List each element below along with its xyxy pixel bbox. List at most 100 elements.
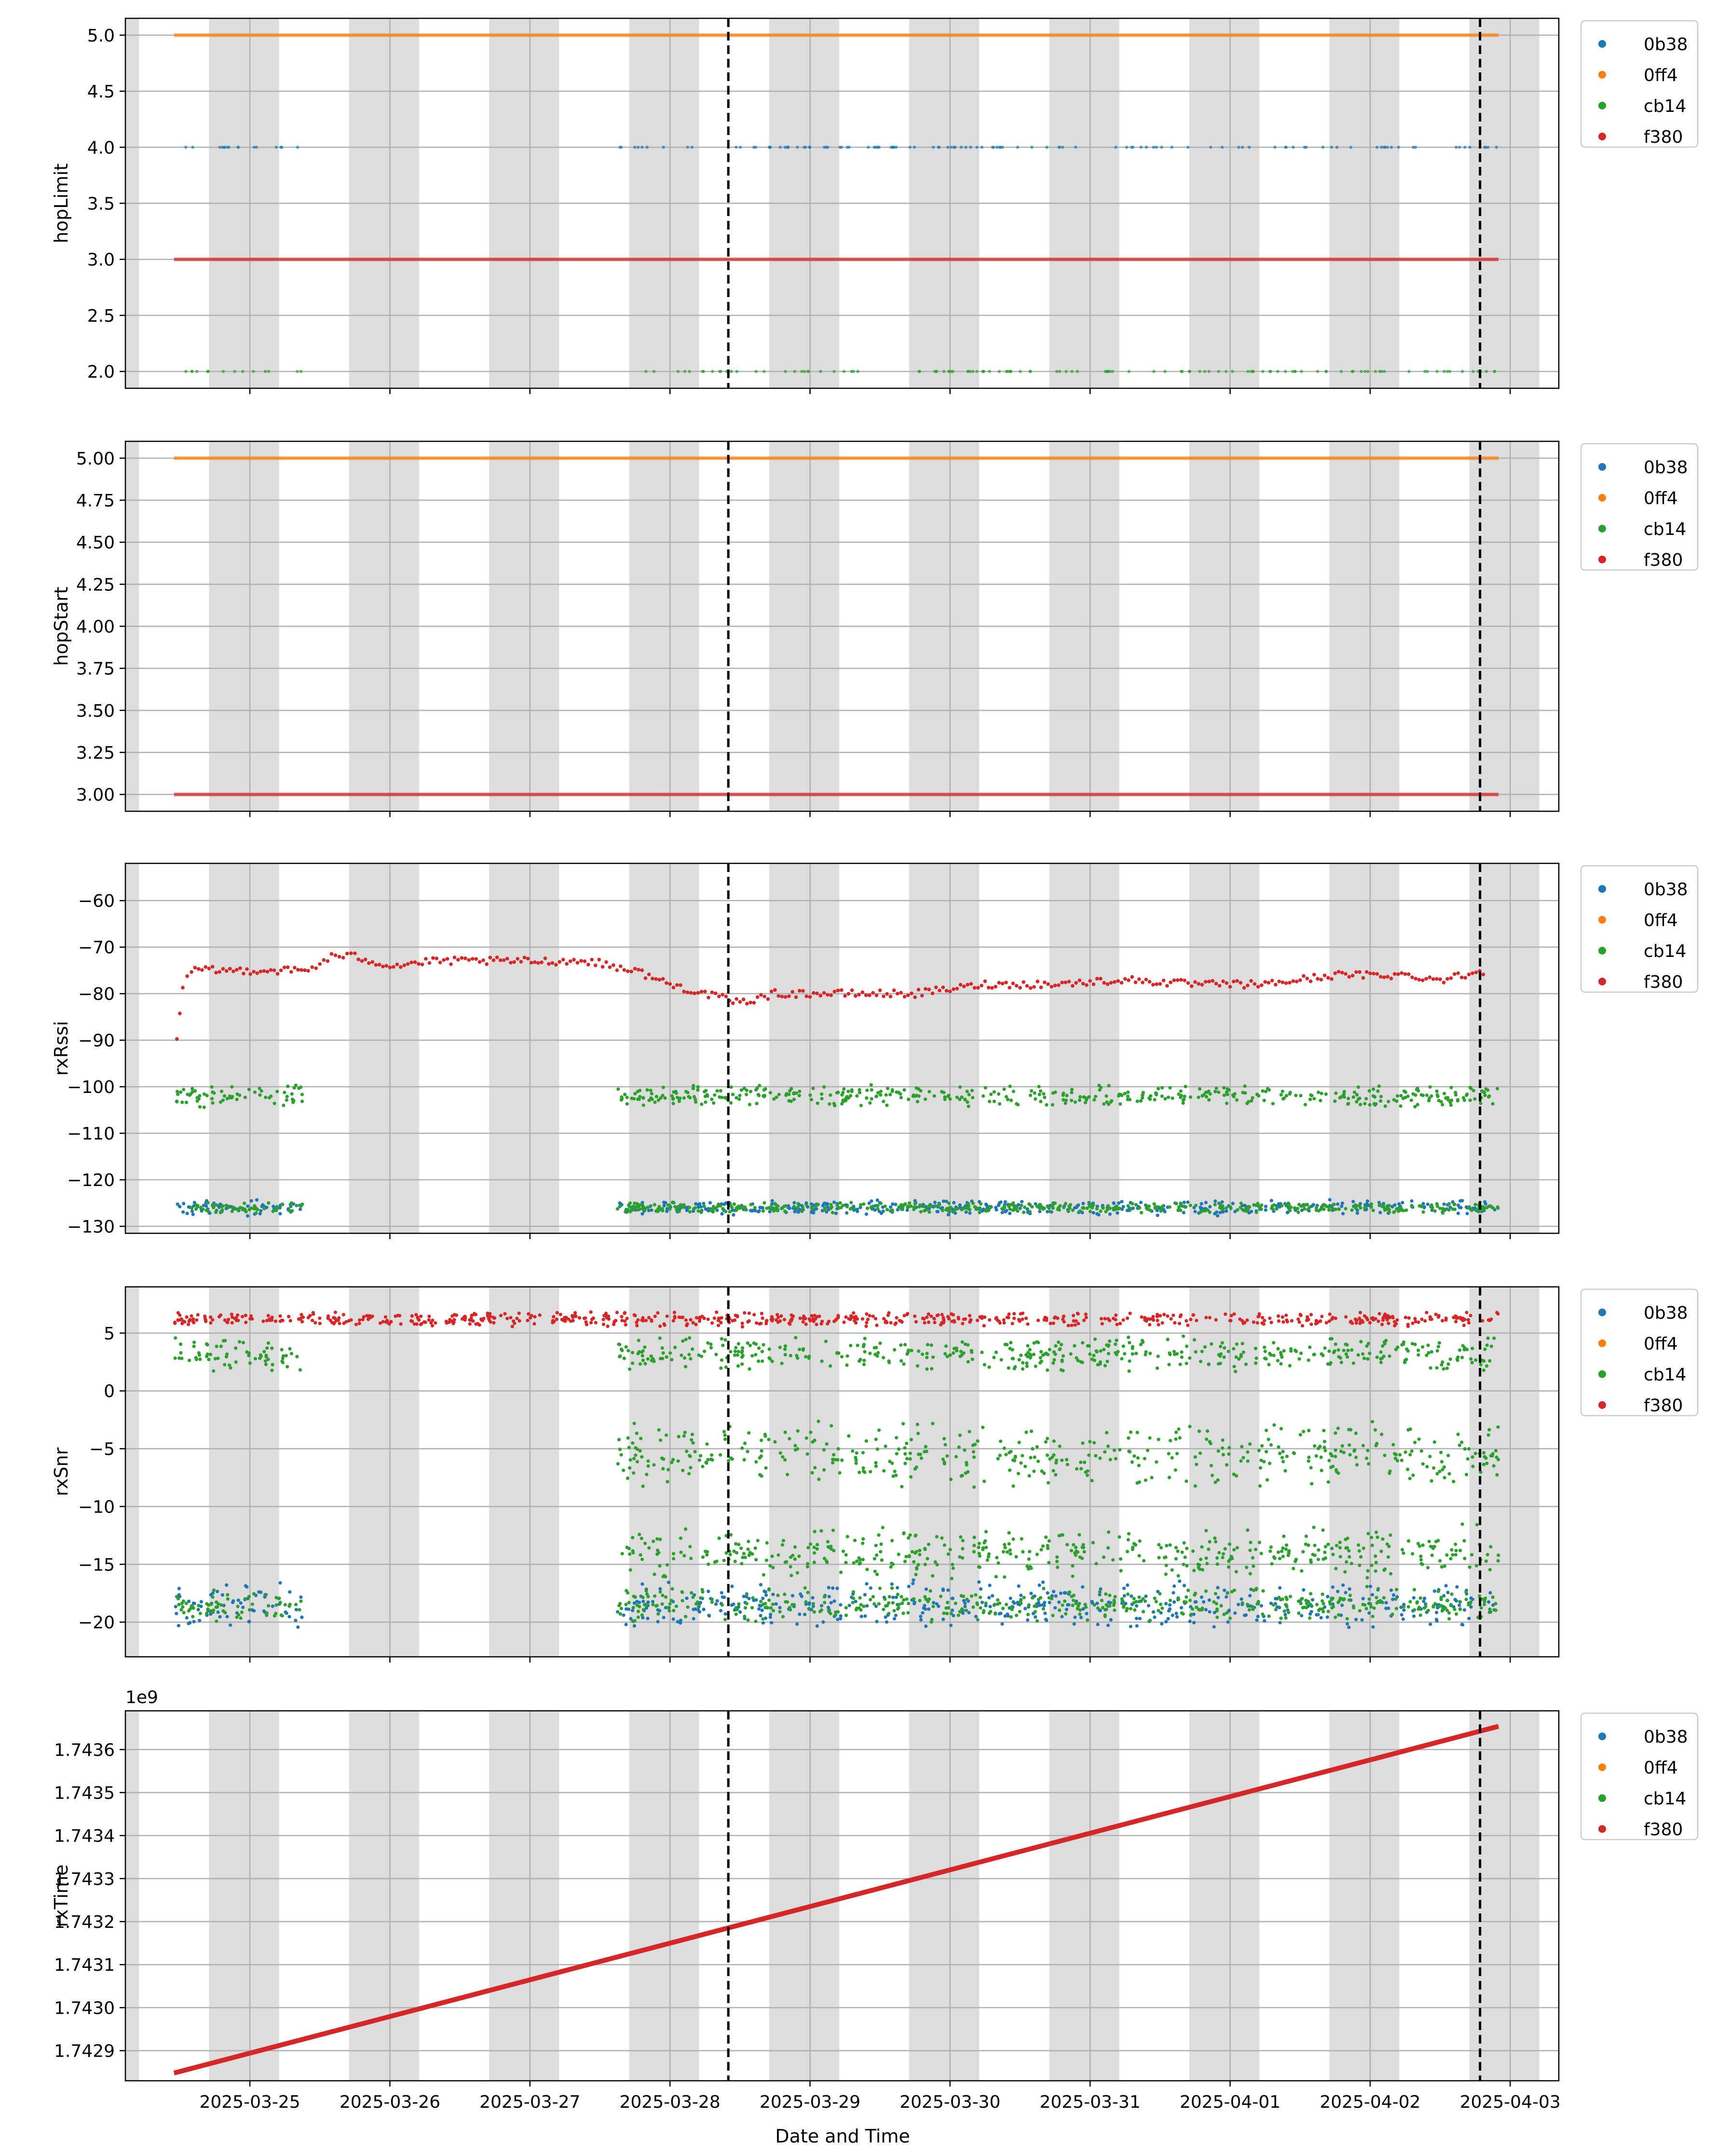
series-0b38-point — [1074, 146, 1077, 149]
series-cb14-point — [929, 1204, 933, 1208]
series-cb14-point — [1320, 1092, 1323, 1095]
series-0b38-point — [1345, 1622, 1349, 1626]
series-0b38-point — [867, 1201, 871, 1205]
series-cb14-point — [977, 1545, 981, 1549]
series-cb14-point — [859, 1104, 863, 1107]
series-cb14-point — [1276, 1359, 1280, 1363]
series-cb14-point — [1004, 1453, 1008, 1457]
series-cb14-point — [992, 1099, 996, 1104]
series-cb14-point — [971, 1450, 975, 1454]
series-cb14-point — [1442, 1465, 1446, 1469]
series-0b38-point — [1422, 1599, 1426, 1603]
series-cb14-point — [840, 1355, 844, 1359]
series-cb14-point — [879, 1090, 883, 1093]
series-f380-point — [1036, 1318, 1040, 1323]
series-cb14-point — [1336, 1207, 1341, 1211]
series-0b38-point — [1486, 146, 1490, 149]
series-f380-point — [650, 1318, 654, 1322]
series-0b38-point — [1319, 1616, 1323, 1620]
series-f380-point — [509, 961, 513, 965]
series-0b38-point — [999, 1611, 1003, 1615]
series-cb14-point — [851, 1449, 855, 1453]
series-0b38-point — [1446, 1591, 1450, 1595]
series-cb14-point — [1101, 1205, 1104, 1209]
series-cb14-point — [792, 1097, 796, 1102]
series-cb14-point — [1103, 1364, 1107, 1367]
series-cb14-point — [677, 1209, 681, 1214]
series-cb14-point — [1228, 1205, 1232, 1209]
series-0b38-point — [949, 1624, 953, 1627]
series-cb14-point — [750, 1552, 754, 1556]
series-cb14-point — [1038, 1089, 1043, 1093]
series-cb14-point — [1156, 1087, 1160, 1091]
series-cb14-point — [1342, 1090, 1346, 1093]
series-cb14-point — [1361, 1352, 1365, 1356]
series-f380-point — [958, 982, 963, 987]
series-cb14-point — [179, 1351, 183, 1355]
series-cb14-point — [636, 1090, 640, 1093]
series-cb14-point — [1155, 1366, 1159, 1370]
series-0b38-point — [187, 1599, 191, 1603]
series-cb14-point — [1271, 1207, 1275, 1211]
series-cb14-point — [1072, 1543, 1076, 1547]
series-f380-point — [614, 1319, 618, 1323]
series-cb14-point — [1374, 1569, 1377, 1573]
series-f380-point — [238, 966, 242, 970]
series-cb14-point — [1485, 1553, 1489, 1556]
series-cb14-point — [1302, 1207, 1307, 1211]
series-f380-point — [1062, 1320, 1066, 1324]
series-f380-point — [790, 990, 794, 994]
series-cb14-point — [649, 1089, 653, 1092]
series-cb14-point — [1329, 1465, 1333, 1469]
series-0b38-point — [259, 1209, 263, 1213]
series-cb14-point — [1188, 1095, 1192, 1099]
series-cb14-point — [913, 1094, 917, 1098]
series-cb14-point — [736, 1364, 740, 1368]
series-cb14-point — [1255, 1092, 1259, 1096]
series-cb14-point — [1216, 1449, 1220, 1453]
series-cb14-point — [1279, 1351, 1283, 1354]
series-f380-point — [986, 985, 991, 990]
series-cb14-point — [1197, 1095, 1200, 1099]
series-cb14-point — [1489, 1344, 1493, 1348]
series-cb14-point — [1118, 1102, 1122, 1106]
series-f380-point — [735, 997, 738, 1001]
series-0b38-point — [1422, 1206, 1426, 1210]
series-0b38-point — [228, 1623, 232, 1627]
series-cb14-point — [1221, 1556, 1225, 1559]
series-f380-point — [902, 1314, 906, 1318]
series-cb14-point — [1408, 1453, 1412, 1457]
legend-marker-0b38 — [1598, 885, 1606, 893]
series-f380-point — [1420, 1317, 1424, 1322]
series-cb14-point — [729, 1533, 733, 1537]
series-cb14-point — [193, 1089, 197, 1093]
series-cb14-point — [1406, 1428, 1410, 1432]
series-cb14-point — [655, 1548, 660, 1553]
series-0b38-point — [832, 1201, 836, 1204]
series-cb14-point — [1460, 1440, 1464, 1444]
series-0b38-point — [182, 1201, 186, 1205]
series-cb14-point — [1036, 1340, 1040, 1345]
series-0b38-point — [896, 1208, 899, 1212]
series-cb14-point — [1359, 1555, 1363, 1559]
series-cb14-point — [1062, 1092, 1065, 1095]
series-f380-point — [1021, 1311, 1025, 1315]
series-cb14-point — [652, 1359, 656, 1364]
series-f380-point — [1155, 1314, 1159, 1318]
series-cb14-point — [742, 1458, 746, 1462]
series-cb14-point — [1120, 1357, 1124, 1361]
series-cb14-point — [925, 1351, 929, 1355]
series-cb14-point — [1157, 1556, 1161, 1560]
series-cb14-point — [875, 1572, 879, 1576]
series-cb14-point — [837, 1206, 841, 1210]
series-0b38-point — [1208, 1205, 1212, 1209]
series-f380-point — [1392, 972, 1397, 976]
series-cb14-point — [1199, 1360, 1203, 1364]
series-cb14-point — [897, 1552, 900, 1556]
legend-label-0ff4: 0ff4 — [1644, 66, 1678, 85]
series-0b38-point — [924, 1607, 927, 1611]
series-cb14-point — [1068, 1203, 1073, 1207]
series-cb14-point — [1177, 1427, 1181, 1431]
series-cb14-point — [646, 1205, 650, 1209]
series-f380-point — [1394, 1322, 1398, 1326]
